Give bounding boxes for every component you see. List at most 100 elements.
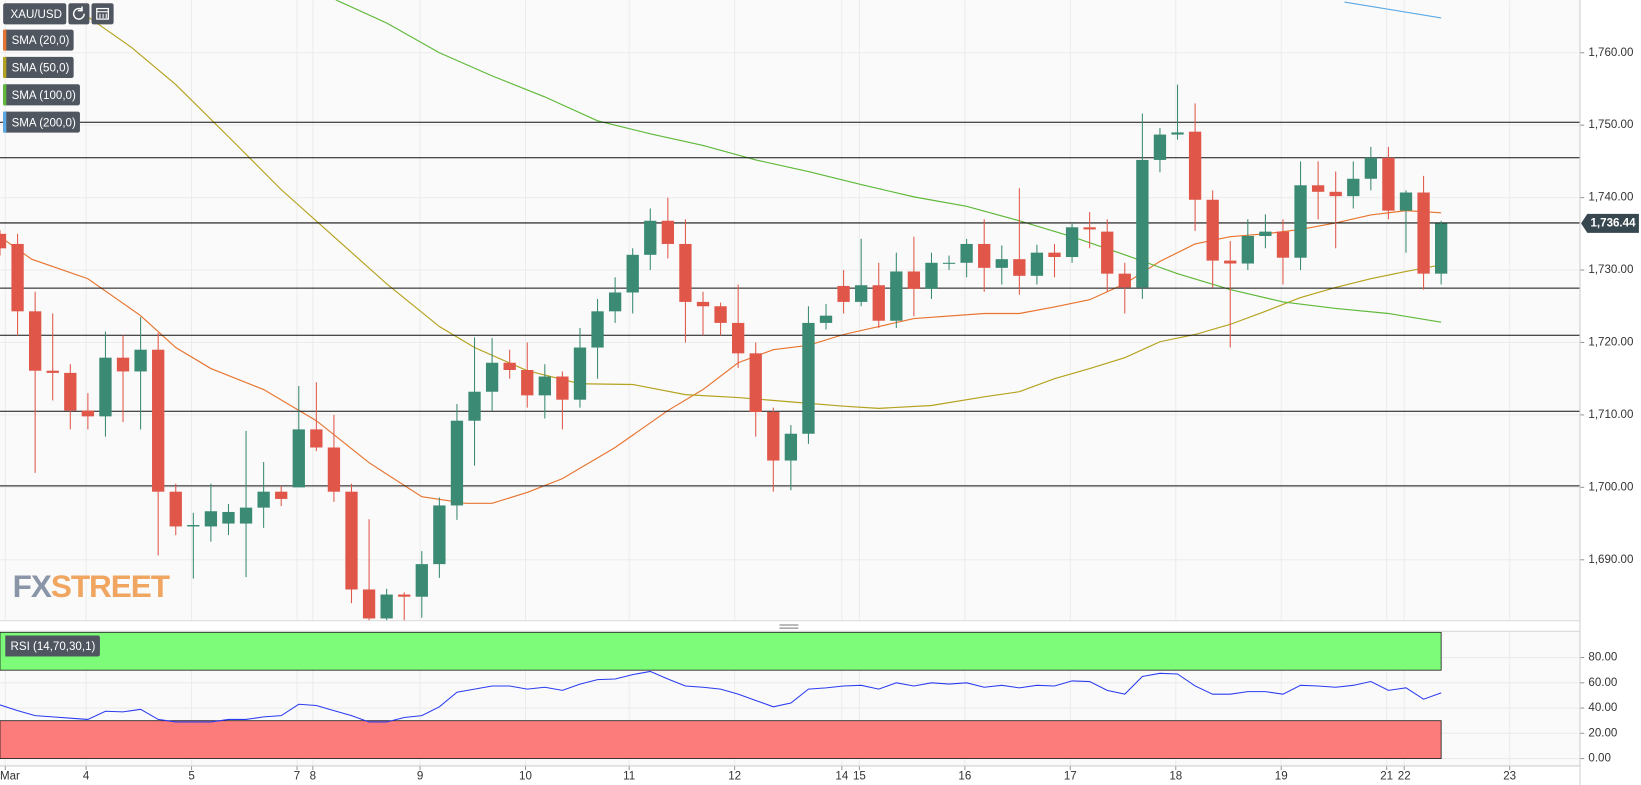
rsi-zone xyxy=(0,631,1442,671)
candle-body xyxy=(767,412,780,461)
sma-200-button[interactable]: SMA (200,0) xyxy=(3,111,80,133)
candle-body xyxy=(1382,157,1395,211)
y-tick-label: 1,690.00 xyxy=(1588,554,1633,566)
candle-body xyxy=(398,594,411,597)
last-price-label: 1,736.44 xyxy=(1591,217,1637,229)
sma-line xyxy=(0,210,1442,504)
candle-body xyxy=(222,511,235,524)
candle-body xyxy=(64,372,77,411)
candle-body xyxy=(1048,252,1061,257)
candle-body xyxy=(661,220,674,244)
x-tick-label: 15 xyxy=(853,771,866,783)
candle-body xyxy=(450,420,464,506)
calendar-button[interactable] xyxy=(91,3,114,25)
candle-body xyxy=(1417,192,1430,274)
last-price-tag xyxy=(1581,213,1639,233)
x-tick-label: 5 xyxy=(188,771,194,783)
sma-line xyxy=(1344,1,1442,19)
legend-label: SMA (100,0) xyxy=(12,90,76,102)
candle-body xyxy=(1171,132,1184,135)
candle-body xyxy=(134,349,147,372)
candle-body xyxy=(714,306,727,323)
legend-swatch xyxy=(3,84,7,106)
main-pane xyxy=(0,0,1580,621)
candle-body xyxy=(591,311,604,348)
rsi-pane xyxy=(0,631,1442,759)
candle-body xyxy=(679,243,692,302)
y-tick-label: 1,700.00 xyxy=(1588,481,1633,493)
rsi-button[interactable]: RSI (14,70,30,1) xyxy=(2,635,100,657)
sma-line xyxy=(335,0,1442,323)
x-tick-label: 4 xyxy=(83,771,90,783)
candle-body xyxy=(362,589,376,619)
x-tick-label: 18 xyxy=(1169,771,1182,783)
sma-50-button[interactable]: SMA (50,0) xyxy=(3,56,74,78)
candle-body xyxy=(345,491,358,590)
candle-body xyxy=(978,243,991,268)
candle-body xyxy=(1101,231,1114,274)
candle-body xyxy=(784,433,798,461)
candle-body xyxy=(573,347,587,400)
legend-label: SMA (200,0) xyxy=(12,117,76,129)
candle-body xyxy=(538,376,551,396)
candle-body xyxy=(187,525,200,527)
candle-body xyxy=(0,233,7,249)
candle-body xyxy=(907,271,921,289)
candle-body xyxy=(327,447,341,492)
legend-swatch xyxy=(2,635,6,657)
watermark-suffix: STREET xyxy=(51,569,170,605)
candle-body xyxy=(1329,191,1342,197)
candle-body xyxy=(855,285,868,302)
y-tick-label: 1,730.00 xyxy=(1588,264,1633,276)
candle-body xyxy=(152,349,165,492)
candle-body xyxy=(1276,231,1290,258)
candle-body xyxy=(116,357,130,372)
x-tick-label: Mar xyxy=(0,771,20,783)
legend: XAU/USD SMA (20,0) SMA (50,0) xyxy=(2,3,114,657)
candle-body xyxy=(890,271,903,321)
y-tick-label: 80.00 xyxy=(1588,652,1617,664)
candle-body xyxy=(1259,231,1272,236)
candle-body xyxy=(169,491,182,527)
x-tick-label: 9 xyxy=(417,771,423,783)
candle-body xyxy=(1118,273,1131,288)
candle-body xyxy=(1013,259,1026,276)
candle-body xyxy=(960,243,973,263)
candle-body xyxy=(1347,178,1360,197)
candle-body xyxy=(1364,157,1377,179)
x-tick-label: 22 xyxy=(1398,771,1411,783)
candle-body xyxy=(11,243,24,312)
candle-body xyxy=(942,262,956,264)
sma-100-button[interactable]: SMA (100,0) xyxy=(3,84,80,106)
candle-body xyxy=(925,262,938,289)
sma-20-button[interactable]: SMA (20,0) xyxy=(3,29,74,51)
x-tick-label: 16 xyxy=(958,771,971,783)
candle-body xyxy=(1434,223,1448,274)
candle-body xyxy=(1224,260,1237,264)
candle-body xyxy=(485,362,499,392)
refresh-button[interactable] xyxy=(68,3,90,25)
x-tick-label: 23 xyxy=(1503,771,1516,783)
y-tick-label: 1,760.00 xyxy=(1588,47,1633,59)
x-tick-label: 12 xyxy=(728,771,741,783)
candle-body xyxy=(802,322,815,434)
candle-body xyxy=(310,429,323,448)
candle-body xyxy=(1030,252,1044,276)
pane-resize-handle[interactable] xyxy=(779,624,799,629)
candle-body xyxy=(626,254,639,293)
watermark: FXSTREET xyxy=(13,569,170,605)
candle-body xyxy=(1188,131,1202,200)
candle-body xyxy=(468,391,481,421)
main-plot-background xyxy=(0,0,1580,621)
y-tick-label: 1,750.00 xyxy=(1588,119,1633,131)
legend-swatch xyxy=(3,29,7,51)
y-tick-label: 1,740.00 xyxy=(1588,192,1633,204)
candle-body xyxy=(1065,227,1079,257)
candle-body xyxy=(1136,159,1149,288)
candle-body xyxy=(696,301,710,307)
legend-label: SMA (50,0) xyxy=(12,63,70,75)
symbol-button[interactable]: XAU/USD xyxy=(3,3,67,25)
candle-body xyxy=(503,362,516,370)
candle-body xyxy=(1083,227,1096,230)
legend-swatch xyxy=(3,56,7,78)
